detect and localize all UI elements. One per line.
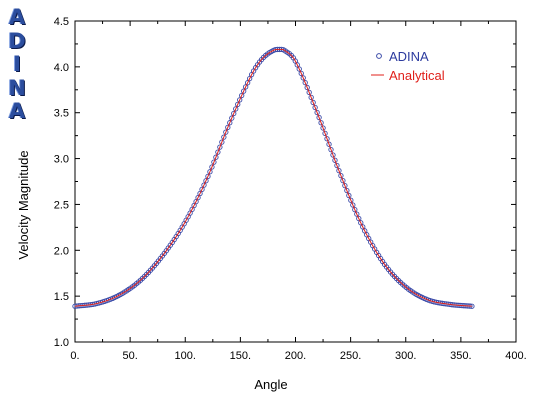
logo-letter: A — [8, 99, 26, 123]
adina-point — [298, 70, 304, 77]
adina-point — [308, 94, 314, 101]
legend-label-analytical: Analytical — [389, 68, 445, 83]
x-tick-label: 400. — [505, 350, 526, 362]
y-axis-title: Velocity Magnitude — [16, 150, 31, 259]
x-tick-label: 350. — [450, 350, 471, 362]
adina-point — [336, 168, 342, 174]
logo-letter: I — [13, 52, 21, 76]
adina-point — [340, 177, 346, 184]
adina-logo: A D I N A — [4, 5, 30, 124]
series-layer — [72, 46, 475, 309]
adina-point — [225, 124, 231, 131]
x-tick-label: 250. — [340, 350, 361, 362]
adina-point — [294, 62, 300, 68]
legend-marker-adina — [376, 53, 382, 59]
y-tick-label: 1.5 — [54, 291, 69, 303]
adina-point — [209, 164, 215, 170]
legend-label-adina: ADINA — [389, 49, 429, 64]
adina-point — [215, 149, 221, 155]
adina-point — [207, 169, 213, 175]
adina-point — [231, 110, 237, 117]
adina-point — [352, 206, 358, 213]
adina-point — [233, 106, 239, 112]
series-analytical-line — [74, 48, 472, 307]
adina-point — [318, 120, 324, 126]
x-tick-label: 300. — [395, 350, 416, 362]
adina-point — [346, 192, 352, 199]
plot-frame — [74, 20, 517, 343]
y-tick-label: 2.5 — [54, 199, 69, 211]
x-tick-label: 150. — [230, 350, 251, 362]
adina-point — [205, 173, 211, 180]
adina-point — [314, 109, 320, 116]
adina-point — [227, 120, 233, 126]
adina-point — [223, 129, 229, 135]
adina-point — [350, 202, 356, 208]
adina-point — [324, 136, 330, 142]
axis-tick-labels: 0. 50. 100. 150. 200. 250. 300. 350. 400. 1.0 1.5 2… — [54, 16, 527, 362]
adina-point — [203, 178, 209, 184]
adina-point — [316, 114, 322, 121]
adina-point — [334, 162, 340, 169]
adina-point — [302, 79, 308, 86]
adina-point — [312, 104, 318, 111]
y-tick-label: 4.5 — [54, 16, 69, 28]
adina-point — [243, 84, 249, 90]
y-tick-label: 3.5 — [54, 108, 69, 120]
adina-point — [358, 220, 364, 226]
adina-point — [221, 134, 227, 140]
adina-point — [326, 141, 332, 147]
adina-point — [332, 157, 338, 163]
adina-point — [304, 84, 310, 91]
adina-point — [306, 89, 312, 96]
adina-point — [237, 97, 243, 103]
adina-point — [338, 173, 344, 179]
adina-point — [244, 80, 251, 86]
adina-point — [217, 144, 223, 150]
adina-point — [235, 101, 241, 108]
adina-point — [360, 224, 366, 230]
x-axis-title: Angle — [254, 377, 287, 392]
adina-point — [239, 92, 245, 99]
legend: ADINA Analytical — [371, 49, 445, 83]
series-adina-markers — [72, 46, 475, 309]
logo-letter: N — [8, 75, 26, 100]
adina-point — [328, 146, 334, 153]
adina-point — [354, 211, 360, 217]
adina-point — [211, 159, 217, 165]
x-tick-label: 200. — [285, 350, 306, 362]
adina-point — [213, 154, 219, 160]
y-tick-label: 4.0 — [54, 62, 69, 74]
x-tick-label: 100. — [175, 350, 196, 362]
x-tick-label: 0. — [70, 350, 79, 362]
adina-point — [201, 182, 207, 188]
adina-point — [330, 152, 336, 158]
adina-point — [348, 197, 354, 203]
axis-ticks — [74, 20, 517, 343]
adina-point — [193, 198, 199, 205]
logo-letter: D — [8, 28, 26, 53]
adina-point — [241, 88, 247, 94]
y-tick-label: 3.0 — [54, 154, 69, 166]
adina-point — [344, 187, 350, 194]
logo-letter: A — [8, 5, 26, 29]
adina-point — [310, 99, 316, 106]
adina-point — [322, 130, 328, 137]
adina-point — [219, 139, 225, 145]
y-tick-label: 1.0 — [54, 337, 69, 349]
adina-point — [342, 182, 348, 189]
adina-point — [296, 66, 302, 72]
adina-point — [197, 190, 203, 197]
adina-point — [356, 215, 362, 222]
adina-point — [199, 186, 205, 192]
adina-point — [300, 75, 306, 81]
adina-point — [195, 194, 201, 201]
adina-point — [320, 125, 326, 131]
y-tick-label: 2.0 — [54, 245, 69, 257]
adina-point — [229, 115, 235, 121]
x-tick-label: 50. — [122, 350, 137, 362]
